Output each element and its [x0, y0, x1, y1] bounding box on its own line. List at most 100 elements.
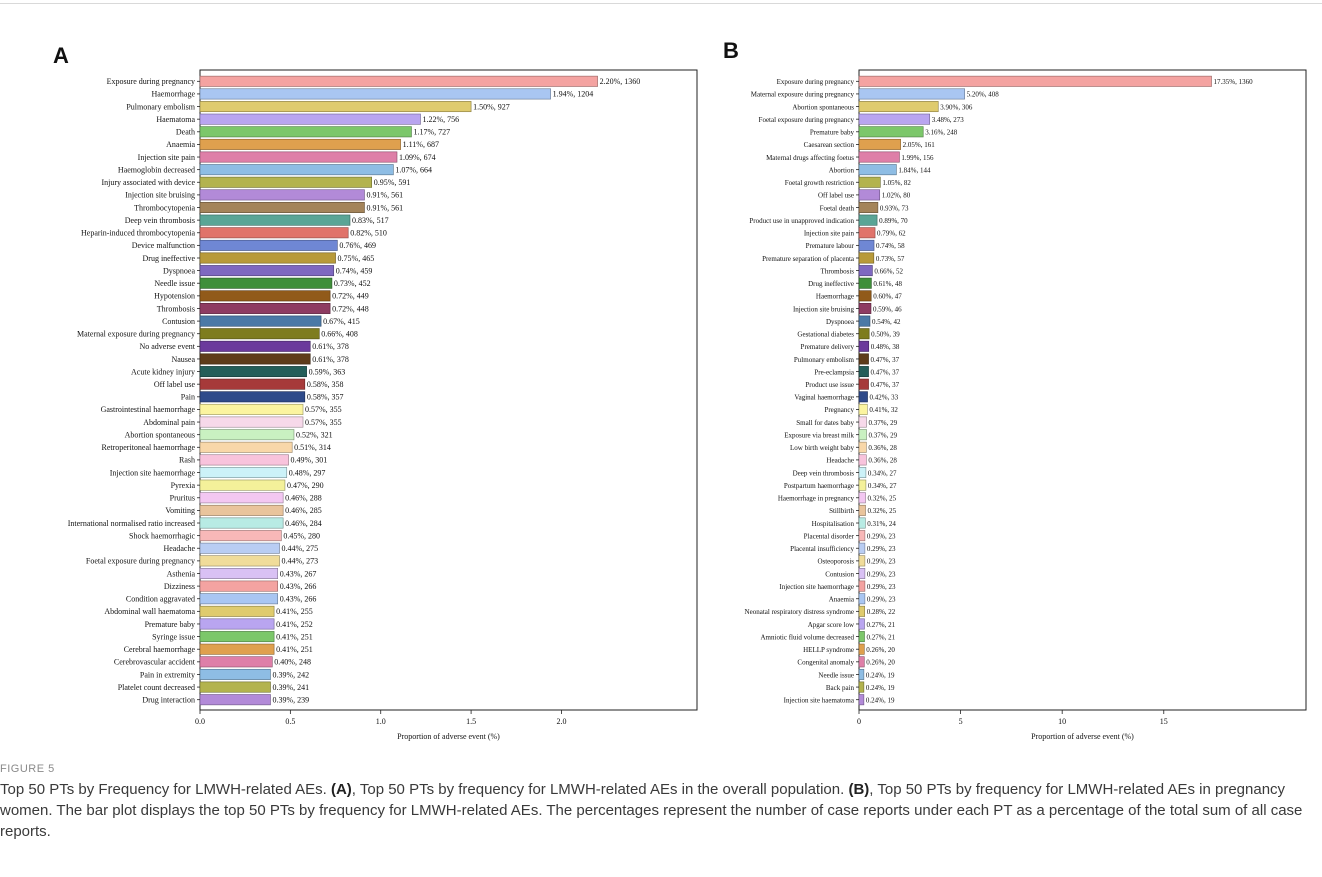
category-label: Gestational diabetes: [797, 331, 854, 339]
category-label: Injection site haematoma: [784, 696, 855, 704]
data-label: 0.93%, 73: [880, 204, 909, 212]
bar: [858, 416, 867, 428]
data-label: 0.41%, 32: [869, 406, 898, 414]
bar: [858, 353, 869, 365]
data-label: 0.37%, 29: [869, 431, 898, 439]
category-label: Foetal exposure during pregnancy: [86, 557, 195, 566]
x-tick-label: 5: [959, 717, 963, 726]
data-label: 0.29%, 23: [867, 558, 896, 566]
bar: [858, 530, 866, 542]
category-label: Haemorrhage: [816, 293, 854, 301]
category-label: Osteoporosis: [817, 558, 854, 566]
data-label: 0.82%, 510: [350, 229, 387, 238]
category-label: Vaginal haemorrhage: [794, 394, 854, 402]
category-label: Stillbirth: [829, 507, 854, 515]
category-label: Off label use: [818, 192, 854, 200]
x-tick-label: 0: [857, 717, 861, 726]
bar: [858, 227, 876, 239]
x-tick-label: 1.0: [376, 717, 386, 726]
category-label: Haemorrhage in pregnancy: [778, 495, 855, 503]
bar: [858, 568, 866, 579]
category-label: Vomiting: [165, 506, 195, 515]
bar: [858, 517, 866, 529]
data-label: 0.40%, 248: [274, 658, 311, 667]
data-label: 0.37%, 29: [869, 419, 898, 427]
category-label: Injury associated with device: [101, 178, 195, 187]
category-label: Pre-eclampsia: [814, 368, 855, 376]
category-label: Pregnancy: [824, 406, 854, 414]
data-label: 0.32%, 25: [868, 495, 897, 503]
category-label: Back pain: [826, 684, 855, 692]
data-label: 0.47%, 37: [871, 356, 900, 364]
data-label: 0.47%, 37: [871, 368, 900, 376]
bar: [858, 479, 867, 491]
category-label: Exposure during pregnancy: [107, 77, 195, 86]
category-label: Shock haemorrhagic: [129, 531, 195, 540]
category-label: Pain in extremity: [140, 670, 195, 679]
data-label: 0.74%, 459: [336, 266, 373, 275]
bar: [858, 189, 881, 201]
category-label: Foetal death: [820, 204, 855, 212]
bar: [858, 290, 872, 302]
bar: [858, 593, 866, 605]
category-label: Abortion spontaneous: [792, 103, 854, 111]
data-label: 1.02%, 80: [882, 192, 911, 200]
data-label: 0.34%, 27: [868, 482, 897, 490]
data-label: 0.89%, 70: [879, 217, 908, 225]
data-label: 0.75%, 465: [338, 254, 375, 263]
data-label: 0.59%, 363: [309, 367, 346, 376]
data-label: 0.47%, 37: [871, 381, 900, 389]
bar: [858, 492, 866, 504]
category-label: Exposure via breast milk: [784, 431, 854, 439]
category-label: Abortion: [829, 166, 855, 174]
bar: [858, 378, 869, 390]
category-label: Product use in unapproved indication: [749, 217, 854, 225]
data-label: 0.24%, 19: [866, 671, 895, 679]
bar: [858, 239, 875, 251]
data-label: 0.73%, 452: [334, 279, 371, 288]
category-label: Injection site bruising: [793, 305, 855, 313]
bar: [858, 618, 865, 630]
category-label: Gastrointestinal haemorrhage: [101, 405, 196, 414]
data-label: 0.39%, 239: [272, 695, 309, 704]
x-tick-label: 15: [1160, 717, 1168, 726]
data-label: 0.42%, 33: [870, 394, 899, 402]
bar: [858, 643, 865, 655]
data-label: 0.51%, 314: [294, 443, 331, 452]
data-label: 0.45%, 280: [283, 531, 320, 540]
data-label: 0.28%, 22: [867, 608, 896, 616]
category-label: Death: [176, 128, 195, 137]
bar: [858, 75, 1212, 87]
data-label: 5.20%, 408: [967, 91, 1000, 99]
panel-label: B: [723, 38, 739, 63]
data-label: 0.47%, 290: [287, 481, 324, 490]
category-label: Maternal exposure during pregnancy: [77, 330, 195, 339]
data-label: 1.11%, 687: [403, 140, 439, 149]
figure-label: FIGURE 5: [0, 763, 55, 775]
category-label: Placental insufficiency: [790, 545, 854, 553]
data-label: 17.35%, 1360: [1214, 78, 1254, 86]
bar: [858, 504, 866, 516]
bar: [858, 441, 867, 453]
bar: [858, 328, 870, 340]
plot-frame: [199, 69, 698, 711]
bar: [858, 265, 873, 277]
data-label: 3.16%, 248: [925, 129, 958, 137]
data-label: 0.24%, 19: [866, 696, 895, 704]
data-label: 0.95%, 591: [374, 178, 411, 187]
caption-segment: , Top 50 PTs by frequency for LMWH-relat…: [351, 781, 849, 798]
category-label: Condition aggravated: [126, 595, 195, 604]
data-label: 0.29%, 23: [867, 596, 896, 604]
data-label: 1.09%, 674: [399, 153, 436, 162]
category-label: Haemorrhage: [151, 90, 195, 99]
category-label: Abdominal pain: [143, 418, 195, 427]
bar: [858, 138, 901, 150]
data-label: 0.44%, 275: [282, 544, 319, 553]
bar: [858, 605, 865, 617]
category-label: Thrombosis: [157, 304, 195, 313]
bar: [858, 580, 866, 592]
caption-panel-ref: (B): [848, 781, 870, 798]
bar: [858, 403, 868, 415]
category-label: Postpartum haemorrhage: [784, 482, 854, 490]
data-label: 0.46%, 285: [285, 506, 322, 515]
